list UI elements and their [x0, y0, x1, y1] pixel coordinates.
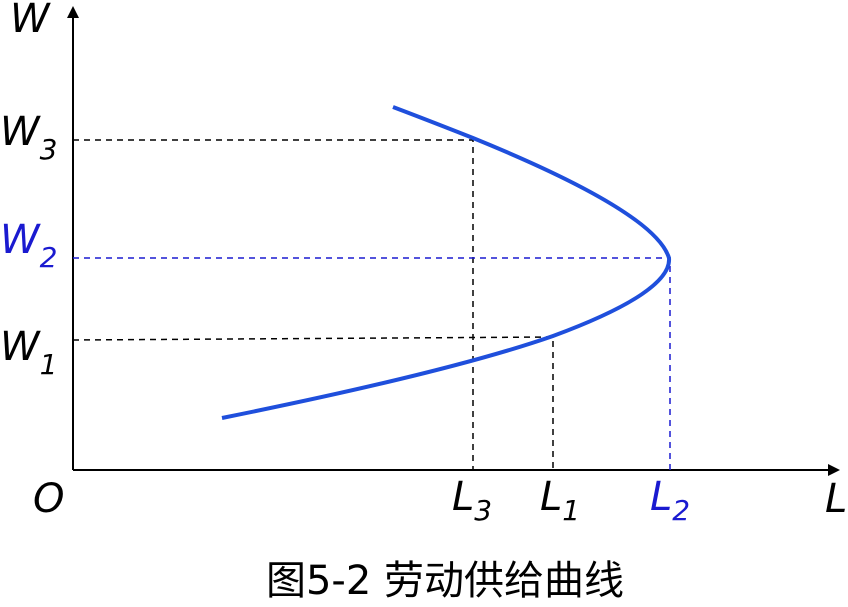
- label-part: L: [650, 474, 672, 520]
- label-part: L: [540, 474, 562, 520]
- supply-curve: [221, 105, 672, 420]
- guide-w3: [73, 139, 474, 470]
- w2-label: W2: [0, 217, 57, 274]
- label-part: 3: [474, 494, 492, 527]
- guides: [72, 139, 671, 470]
- y-axis-label: W: [10, 0, 51, 42]
- label-part: W: [0, 109, 41, 155]
- label-part: W: [0, 217, 41, 263]
- l2-label: L2: [650, 474, 690, 527]
- w3-label: W3: [0, 109, 57, 166]
- guide-w2: [73, 257, 671, 470]
- label-part: 1: [562, 494, 580, 527]
- x-axis-label: L: [825, 476, 847, 522]
- label-part: 2: [672, 494, 690, 527]
- origin-label: O: [33, 476, 64, 522]
- label-part: 3: [40, 133, 58, 166]
- label-part: W: [0, 324, 41, 370]
- w1-label: W1: [0, 324, 57, 381]
- l1-label: L1: [540, 474, 580, 527]
- caption: 图5-2 劳动供给曲线: [266, 558, 624, 604]
- label-part: 1: [40, 348, 58, 381]
- label-part: L: [452, 474, 474, 520]
- label-part: 2: [40, 241, 58, 274]
- l3-label: L3: [452, 474, 492, 527]
